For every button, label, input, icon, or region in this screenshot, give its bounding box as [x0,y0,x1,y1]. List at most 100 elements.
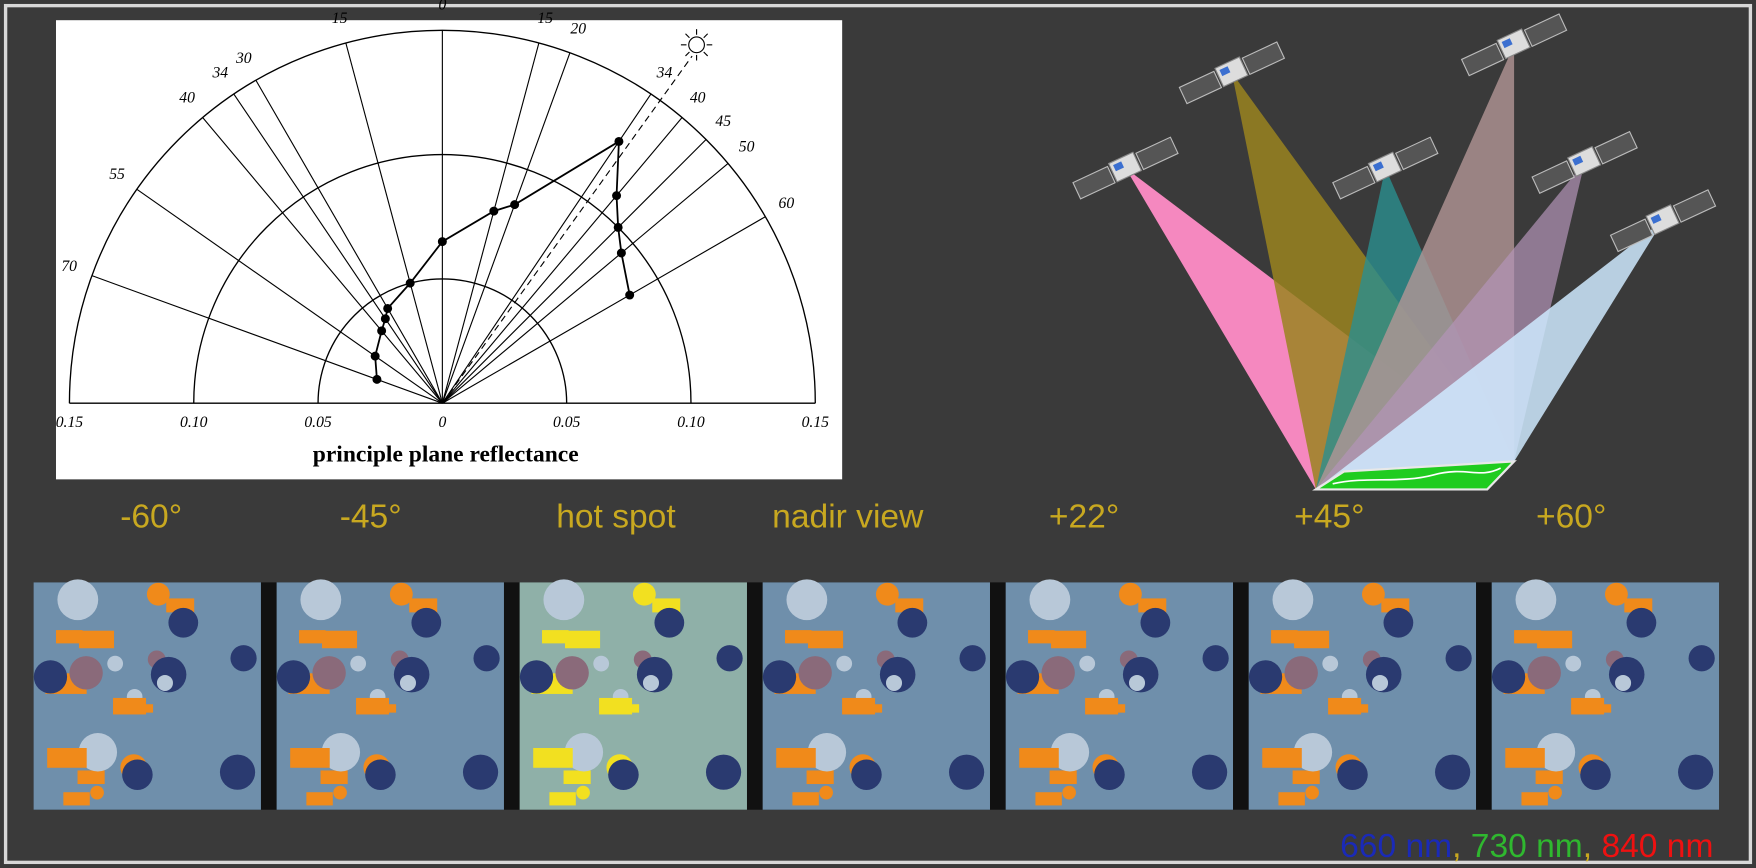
pivot-field [1041,656,1074,689]
band-legend: 660 nm, 730 nm, 840 nm [1340,828,1713,865]
field [549,792,575,805]
pivot-field [390,583,413,606]
x-tick-label: 0.10 [677,414,705,431]
pivot-field [1689,645,1715,671]
view-label: -60° [120,498,182,535]
pivot-field [400,675,416,691]
pivot-field [230,645,256,671]
field [1035,792,1061,805]
pivot-field [576,786,590,800]
pivot-field [34,660,67,693]
pivot-field [1119,583,1142,606]
reflectance-point [372,375,381,384]
pivot-field [886,675,902,691]
pivot-field [1435,755,1470,790]
field [1505,748,1545,768]
pivot-field [1337,759,1368,790]
pivot-field [543,579,584,620]
field [599,698,632,715]
pivot-field [1548,786,1562,800]
legend-separator: , [1583,828,1602,865]
x-tick-label: 0.15 [56,414,84,431]
reflectance-point [489,207,498,216]
field [322,631,357,649]
reflectance-point [383,304,392,313]
field [78,770,105,784]
field [807,770,834,784]
field [79,631,114,649]
pivot-field [1615,675,1631,691]
pivot-field [1627,608,1657,638]
pivot-field [555,656,588,689]
field [1537,631,1572,649]
field [356,698,389,715]
field [1328,698,1361,715]
field [785,630,812,643]
pivot-field [851,759,882,790]
pivot-field [1079,656,1095,672]
field [542,630,569,643]
image-strip [34,579,1719,809]
pivot-field [333,786,347,800]
pivot-field [819,786,833,800]
reflectance-point [614,223,623,232]
angle-label: 34 [211,65,228,82]
pivot-field [1273,579,1314,620]
field [1085,698,1118,715]
field [1536,770,1563,784]
angle-label: 50 [739,139,755,156]
field [792,792,818,805]
pivot-field [411,608,441,638]
pivot-field [786,579,827,620]
field [565,631,600,649]
pivot-field [798,656,831,689]
x-tick-label: 0 [438,414,446,431]
pivot-field [1129,675,1145,691]
angle-label: 40 [690,90,706,107]
pivot-field [473,645,499,671]
pivot-field [836,656,852,672]
angle-label: 40 [179,90,195,107]
pivot-field [960,645,986,671]
pivot-field [1516,579,1557,620]
x-tick-label: 0.05 [553,414,581,431]
legend-entry: 660 nm [1340,828,1452,865]
reflectance-point [510,200,519,209]
field [1051,631,1086,649]
pivot-field [350,656,366,672]
pivot-field [593,656,609,672]
pivot-field [520,660,553,693]
legend-separator: , [1452,828,1471,865]
pivot-field [1446,645,1472,671]
angle-label: 60 [778,195,794,212]
field [808,631,843,649]
reflectance-point [625,291,634,300]
view-label: +22° [1049,498,1119,535]
angle-label: 45 [715,113,731,130]
pivot-field [1678,755,1713,790]
view-label: hot spot [556,498,676,535]
view-label: -45° [340,498,402,535]
field [47,748,87,768]
field [1262,748,1302,768]
pivot-field [1492,660,1525,693]
pivot-field [157,675,173,691]
pivot-field [1062,786,1076,800]
field [1050,770,1077,784]
field [113,698,146,715]
pivot-field [57,579,98,620]
pivot-field [1580,759,1611,790]
slide: principle plane reflectance 660 nm, 730 … [0,0,1756,868]
reflectance-point [371,352,380,361]
reflectance-point [438,237,447,246]
pivot-field [1140,608,1170,638]
pivot-field [1322,656,1338,672]
pivot-field [122,759,153,790]
field [1278,792,1304,805]
field [290,748,330,768]
pivot-field [147,583,170,606]
pivot-field [1565,656,1581,672]
pivot-field [220,755,255,790]
pivot-field [365,759,396,790]
angle-label: 70 [61,258,77,275]
